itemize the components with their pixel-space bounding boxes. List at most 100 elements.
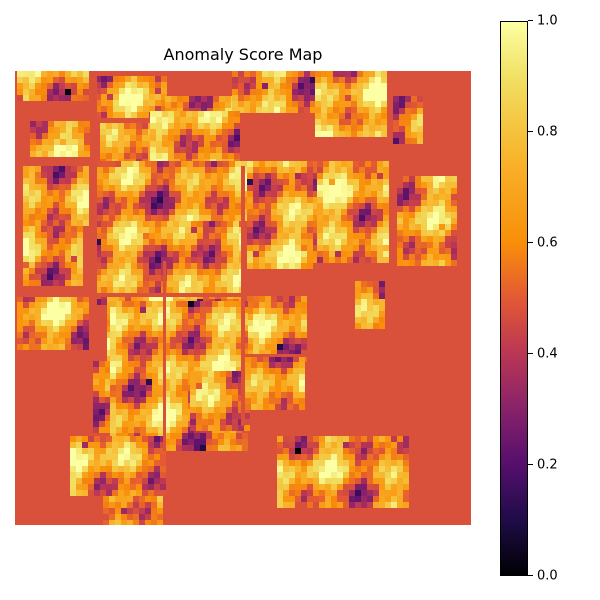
heatmap-cell	[335, 239, 341, 245]
heatmap-cell	[30, 145, 36, 151]
heatmap-cell	[363, 113, 369, 119]
heatmap-cell	[335, 185, 341, 191]
heatmap-cell	[259, 320, 265, 326]
heatmap-cell	[72, 133, 78, 139]
heatmap-cell	[333, 77, 339, 83]
heatmap-cell	[107, 245, 113, 251]
heatmap-cell	[151, 197, 157, 203]
heatmap-cell	[271, 167, 277, 173]
heatmap-cell	[137, 263, 143, 269]
heatmap-cell	[405, 120, 411, 126]
heatmap-cell	[99, 373, 105, 379]
heatmap-cell	[71, 274, 77, 280]
heatmap-cell	[377, 161, 383, 167]
heatmap-region	[103, 496, 163, 525]
heatmap-cell	[351, 83, 357, 89]
heatmap-cell	[29, 172, 35, 178]
heatmap-cell	[47, 166, 53, 172]
heatmap-cell	[35, 214, 41, 220]
heatmap-cell	[445, 218, 451, 224]
heatmap-cell	[53, 220, 59, 226]
heatmap-cell	[122, 331, 128, 337]
heatmap-cell	[77, 190, 83, 196]
heatmap-cell	[200, 349, 206, 355]
heatmap-cell	[259, 227, 265, 233]
heatmap-cell	[137, 281, 143, 287]
heatmap-cell	[289, 227, 295, 233]
heatmap-cell	[295, 502, 301, 508]
heatmap-cell	[143, 76, 149, 82]
heatmap-cell	[234, 147, 240, 153]
heatmap-cell	[275, 362, 281, 368]
heatmap-cell	[202, 371, 208, 377]
heatmap-cell	[71, 338, 77, 344]
heatmap-cell	[133, 185, 139, 191]
heatmap-cell	[409, 200, 415, 206]
heatmap-cell	[197, 287, 203, 293]
heatmap-cell	[65, 308, 71, 314]
heatmap-strip	[93, 71, 97, 361]
heatmap-cell	[359, 239, 365, 245]
heatmap-cell	[200, 319, 206, 325]
heatmap-cell	[361, 293, 367, 299]
heatmap-cell	[127, 496, 133, 502]
heatmap-cell	[95, 269, 101, 275]
heatmap-cell	[42, 139, 48, 145]
heatmap-cell	[283, 332, 289, 338]
heatmap-cell	[134, 367, 140, 373]
heatmap-cell	[127, 185, 133, 191]
heatmap-cell	[175, 179, 181, 185]
heatmap-cell	[194, 355, 200, 361]
heatmap-cell	[289, 209, 295, 215]
heatmap-cell	[143, 82, 149, 88]
heatmap-cell	[317, 173, 323, 179]
heatmap-cell	[182, 415, 188, 421]
heatmap-cell	[337, 484, 343, 490]
heatmap-cell	[228, 129, 234, 135]
heatmap-cell	[277, 308, 283, 314]
heatmap-cell	[188, 313, 194, 319]
heatmap-cell	[170, 325, 176, 331]
heatmap-cell	[253, 326, 259, 332]
heatmap-cell	[150, 111, 156, 117]
heatmap-cell	[349, 484, 355, 490]
heatmap-cell	[301, 320, 307, 326]
heatmap-cell	[128, 403, 134, 409]
heatmap-cell	[54, 139, 60, 145]
heatmap-cell	[23, 89, 29, 95]
heatmap-cell	[289, 296, 295, 302]
heatmap-cell	[72, 121, 78, 127]
heatmap-cell	[76, 472, 82, 478]
heatmap-cell	[131, 94, 137, 100]
heatmap-cell	[119, 221, 125, 227]
heatmap-cell	[341, 233, 347, 239]
heatmap-cell	[373, 454, 379, 460]
heatmap-cell	[277, 197, 283, 203]
heatmap-cell	[345, 113, 351, 119]
heatmap-cell	[71, 77, 77, 83]
heatmap-cell	[152, 337, 158, 343]
heatmap-cell	[119, 275, 125, 281]
heatmap-cell	[133, 215, 139, 221]
heatmap-cell	[257, 398, 263, 404]
heatmap-cell	[174, 117, 180, 123]
heatmap-cell	[417, 132, 423, 138]
heatmap-cell	[409, 212, 415, 218]
heatmap-cell	[295, 185, 301, 191]
heatmap-cell	[94, 490, 100, 496]
heatmap-cell	[259, 350, 265, 356]
heatmap-cell	[286, 89, 292, 95]
heatmap-cell	[393, 132, 399, 138]
heatmap-cell	[161, 76, 167, 82]
heatmap-cell	[17, 95, 23, 101]
heatmap-cell	[375, 119, 381, 125]
heatmap-cell	[349, 466, 355, 472]
heatmap-cell	[365, 167, 371, 173]
heatmap-cell	[415, 248, 421, 254]
heatmap-cell	[17, 83, 23, 89]
heatmap-cell	[170, 355, 176, 361]
heatmap-canvas	[15, 71, 471, 525]
heatmap-cell	[339, 101, 345, 107]
heatmap-cell	[295, 257, 301, 263]
heatmap-cell	[137, 106, 143, 112]
